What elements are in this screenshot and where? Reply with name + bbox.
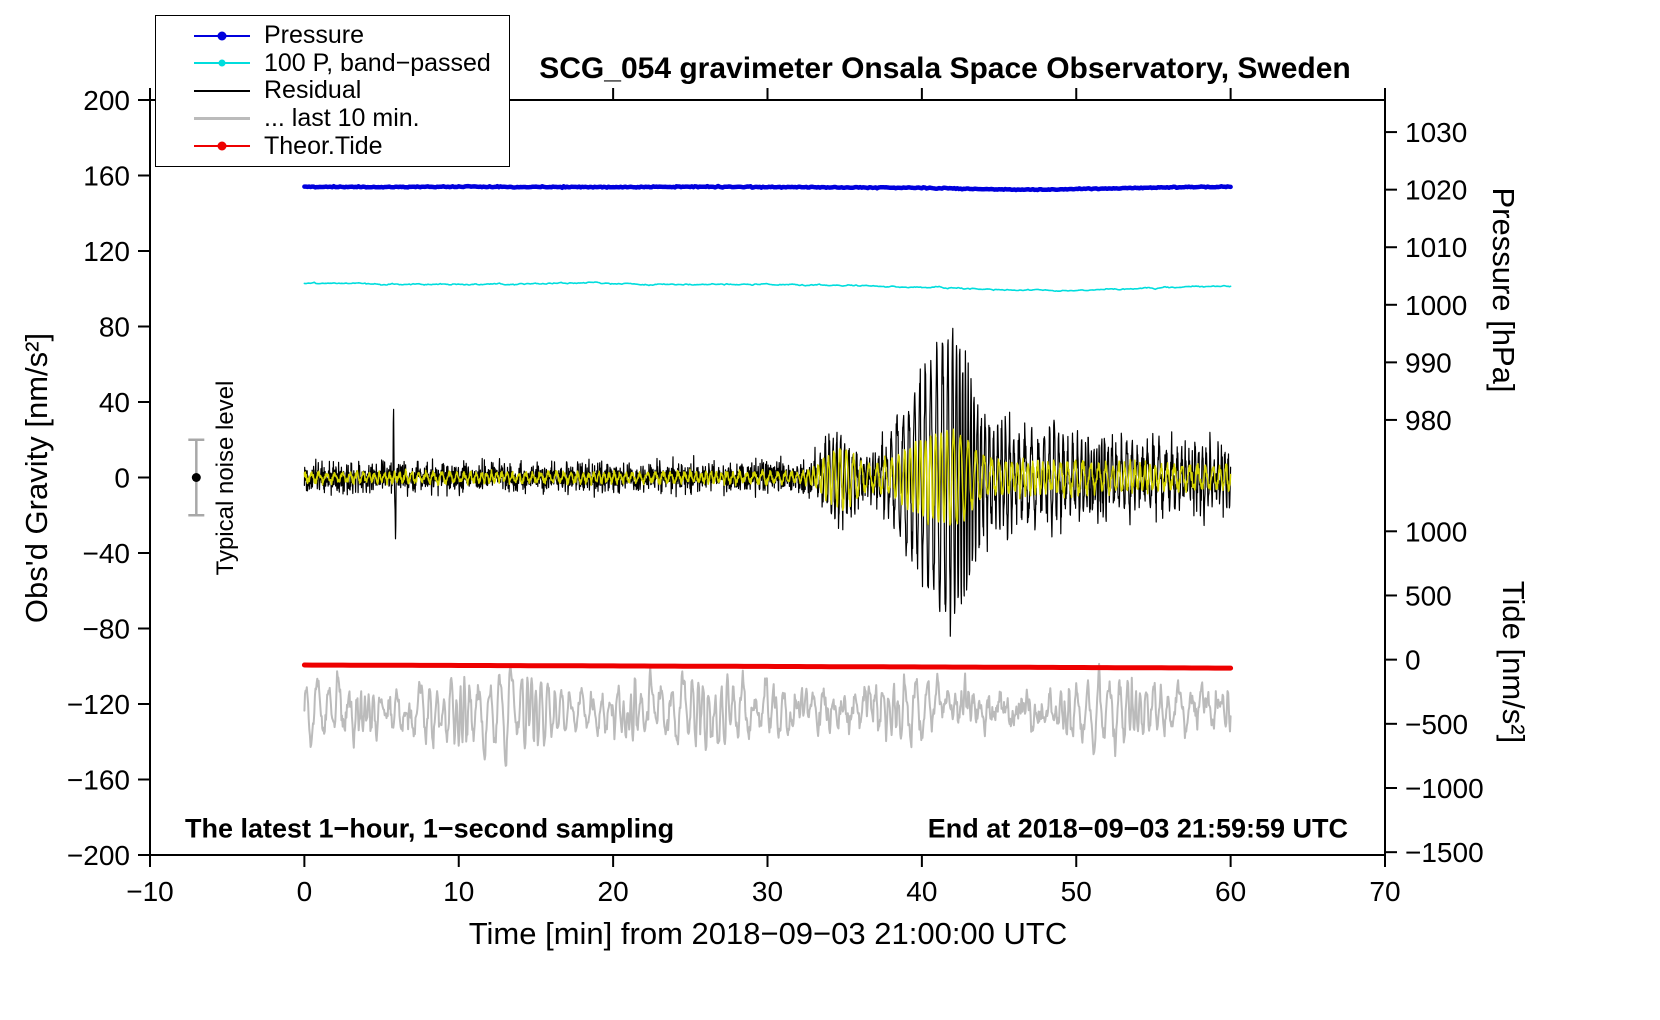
gravity-tick-label: −120 xyxy=(67,689,130,720)
x-tick-label: −10 xyxy=(126,876,174,907)
series-path xyxy=(303,662,1232,767)
gravity-tick-label: 200 xyxy=(83,85,130,116)
gravity-tick-label: 80 xyxy=(99,312,130,343)
series-path xyxy=(302,183,1233,193)
legend: Pressure 100 P, band−passed Residual... la… xyxy=(155,15,510,167)
tide-tick-label: −1500 xyxy=(1405,837,1484,868)
legend-marker xyxy=(194,31,250,41)
chart-title: SCG_054 gravimeter Onsala Space Observat… xyxy=(539,52,1351,85)
legend-label: Pressure xyxy=(264,21,365,50)
tide-tick-label: 500 xyxy=(1405,580,1452,611)
legend-label: ... last 10 min. xyxy=(264,104,420,133)
pressure-tick-label: 990 xyxy=(1405,347,1452,378)
noise-dot xyxy=(191,473,201,482)
x-tick-label: 70 xyxy=(1369,876,1400,907)
gravity-tick-label: 160 xyxy=(83,161,130,192)
x-tick-label: 20 xyxy=(598,876,629,907)
pressure-tick-label: 980 xyxy=(1405,405,1452,436)
noise-level-label: Typical noise level xyxy=(212,380,239,576)
legend-dot-icon xyxy=(218,59,226,67)
legend-marker xyxy=(194,89,250,93)
legend-dot-icon xyxy=(217,31,227,41)
gravity-tick-label: 40 xyxy=(99,387,130,418)
series-path xyxy=(303,428,1232,526)
pressure-tick-label: 1030 xyxy=(1405,117,1467,148)
end-time-note: End at 2018−09−03 21:59:59 UTC xyxy=(927,813,1348,844)
legend-marker xyxy=(194,59,250,67)
pressure-tick-label: 1000 xyxy=(1405,290,1467,321)
x-tick-label: 40 xyxy=(906,876,937,907)
x-axis-label: Time [min] from 2018−09−03 21:00:00 UTC xyxy=(468,916,1068,951)
series-path xyxy=(301,662,1234,671)
pressure-tick-label: 1010 xyxy=(1405,232,1467,263)
legend-item: Pressure xyxy=(194,21,509,50)
tide-tick-label: 0 xyxy=(1405,645,1421,676)
legend-dot-icon xyxy=(217,141,227,151)
legend-item: Residual xyxy=(194,76,509,105)
sampling-note: The latest 1−hour, 1−second sampling xyxy=(185,813,675,844)
legend-item: ... last 10 min. xyxy=(194,104,509,133)
x-tick-label: 50 xyxy=(1061,876,1092,907)
gravity-tick-label: −40 xyxy=(83,538,131,569)
y-axis-label-gravity: Obs'd Gravity [nm/s²] xyxy=(19,332,54,624)
gravity-tick-label: 120 xyxy=(83,236,130,267)
gravity-tick-label: 0 xyxy=(114,463,130,494)
legend-marker xyxy=(194,141,250,151)
tide-tick-label: −500 xyxy=(1405,709,1468,740)
tide-tick-label: 1000 xyxy=(1405,516,1467,547)
x-tick-label: 60 xyxy=(1215,876,1246,907)
legend-label: Theor.Tide xyxy=(264,131,383,160)
x-tick-label: 0 xyxy=(297,876,313,907)
legend-item: Theor.Tide xyxy=(194,131,509,160)
gravity-tick-label: −200 xyxy=(67,840,130,871)
legend-label: 100 P, band−passed xyxy=(264,48,491,77)
legend-marker xyxy=(194,117,250,120)
legend-item: 100 P, band−passed xyxy=(194,48,509,77)
series-path xyxy=(303,281,1232,292)
gravity-tick-label: −80 xyxy=(83,614,131,645)
pressure-tick-label: 1020 xyxy=(1405,175,1467,206)
tide-tick-label: −1000 xyxy=(1405,773,1484,804)
y-axis-label-pressure: Pressure [hPa] xyxy=(1486,187,1521,393)
gravity-tick-label: −160 xyxy=(67,765,130,796)
legend-label: Residual xyxy=(264,76,362,105)
x-tick-label: 10 xyxy=(443,876,474,907)
x-tick-label: 30 xyxy=(752,876,783,907)
y-axis-label-tide: Tide [nm/s²] xyxy=(1496,580,1531,744)
